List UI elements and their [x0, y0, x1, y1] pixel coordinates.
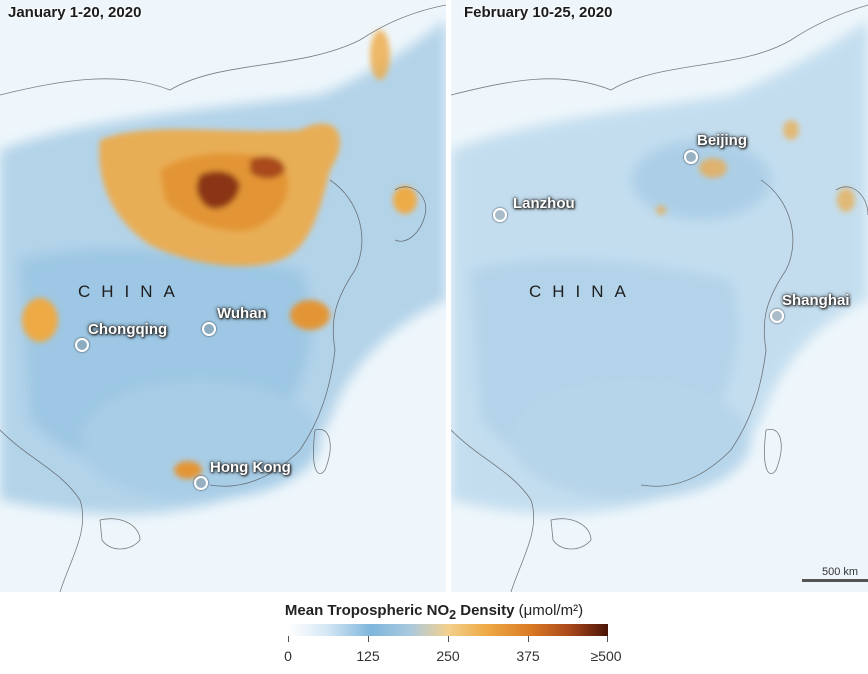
legend-unit: (μmol/m²) — [518, 602, 584, 619]
legend-tick — [607, 636, 608, 642]
city-label-wuhan: Wuhan — [217, 305, 267, 322]
legend-tick-label: 375 — [516, 648, 540, 664]
city-marker-hong-kong — [194, 476, 208, 490]
legend-tick-label: ≥500 — [590, 648, 622, 664]
legend-tick-label: 125 — [356, 648, 380, 664]
map-panel-february: February 10-25, 2020 CHINA Beijing Lanzh… — [451, 0, 868, 592]
legend-title: Mean Tropospheric NO2 Density (μmol/m²) — [0, 602, 868, 622]
legend-tick — [288, 636, 289, 642]
city-label-lanzhou: Lanzhou — [513, 195, 575, 212]
legend-title-suffix: Density — [456, 602, 515, 619]
panel-divider — [446, 0, 451, 592]
city-label-hong-kong: Hong Kong — [210, 459, 291, 476]
city-marker-chongqing — [75, 338, 89, 352]
legend-tick — [528, 636, 529, 642]
scale-bar — [802, 579, 868, 582]
city-label-shanghai: Shanghai — [782, 292, 850, 309]
map-february-graphic — [451, 0, 868, 592]
map-panel-january: January 1-20, 2020 CHINA Chongqing Wuhan… — [0, 0, 446, 592]
city-marker-shanghai — [770, 309, 784, 323]
country-label-china: CHINA — [78, 282, 186, 301]
city-marker-lanzhou — [493, 208, 507, 222]
city-label-beijing: Beijing — [697, 132, 748, 149]
legend-tick — [368, 636, 369, 642]
city-marker-wuhan — [202, 322, 216, 336]
scale-bar-label: 500 km — [822, 566, 859, 578]
city-label-chongqing: Chongqing — [88, 321, 168, 338]
panel-title-february: February 10-25, 2020 — [464, 4, 613, 21]
legend-title-prefix: Mean Tropospheric NO — [284, 602, 450, 619]
legend-tick-label: 0 — [284, 648, 292, 664]
panel-title-january: January 1-20, 2020 — [8, 4, 142, 21]
city-marker-beijing — [684, 150, 698, 164]
map-january-graphic — [0, 0, 446, 592]
legend-title-subscript: 2 — [449, 608, 457, 622]
legend-tick-label: 250 — [436, 648, 460, 664]
country-label-china: CHINA — [529, 282, 637, 301]
legend-color-bar — [288, 624, 608, 636]
legend-tick — [448, 636, 449, 642]
